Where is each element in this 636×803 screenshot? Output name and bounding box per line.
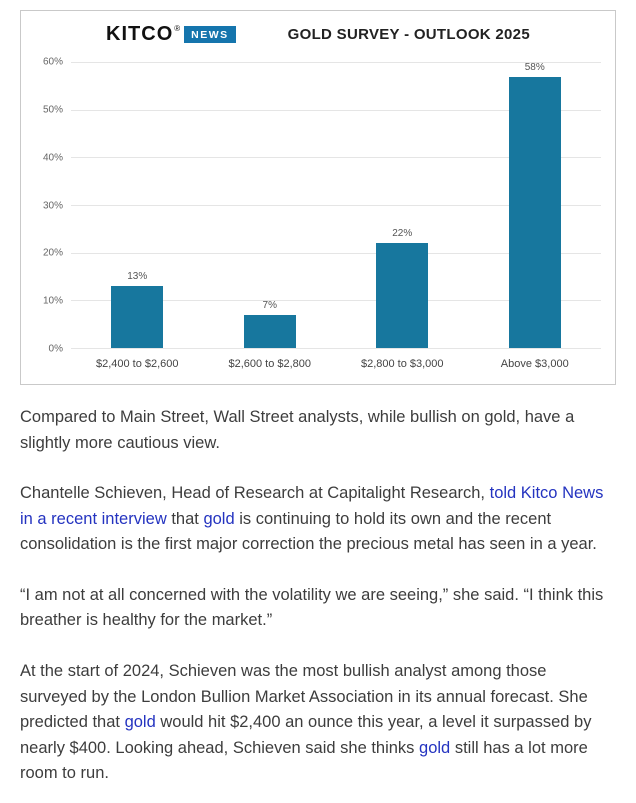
inline-link[interactable]: gold	[419, 738, 451, 757]
inline-link[interactable]: gold	[124, 713, 156, 732]
kitco-news-logo: KITCO ® NEWS	[106, 23, 236, 46]
bar	[243, 314, 296, 348]
gridline	[71, 300, 601, 302]
inline-link[interactable]: gold	[203, 509, 235, 528]
bar-value-label: 58%	[524, 62, 545, 73]
x-axis-label: $2,400 to $2,600	[95, 358, 179, 370]
y-tick-label: 50%	[42, 104, 63, 116]
bar	[376, 243, 429, 348]
gridline	[71, 109, 601, 111]
plot-area: 13% 7% 22% 58%	[71, 62, 601, 349]
bar-column: 22%	[336, 62, 469, 348]
y-tick-label: 0%	[48, 343, 63, 355]
news-badge: NEWS	[184, 26, 236, 43]
chart-title: GOLD SURVEY - OUTLOOK 2025	[287, 26, 530, 43]
y-axis: 60% 50% 40% 30% 20% 10% 0%	[31, 57, 71, 355]
y-tick-label: 60%	[42, 56, 63, 68]
article-body: Compared to Main Street, Wall Street ana…	[20, 405, 616, 787]
kitco-wordmark: KITCO	[106, 23, 174, 45]
registered-mark: ®	[174, 24, 181, 33]
gridline	[71, 62, 601, 63]
x-axis-label: Above $3,000	[500, 358, 569, 370]
article-paragraph: “I am not at all concerned with the vola…	[20, 585, 604, 630]
bar-value-label: 7%	[262, 299, 277, 311]
bar-value-label: 22%	[392, 228, 413, 240]
bar-column: 58%	[469, 62, 602, 348]
inline-link[interactable]: told Kitco News in a recent interview	[20, 484, 604, 528]
bars: 13% 7% 22% 58%	[71, 62, 601, 348]
article-paragraph: Chantelle Schieven, Head of Research at …	[20, 484, 604, 554]
bar-column: 7%	[204, 62, 337, 348]
y-tick-label: 10%	[42, 295, 63, 307]
gridlines	[71, 62, 601, 349]
y-tick-label: 30%	[42, 200, 63, 211]
gridline	[71, 157, 601, 159]
gridline	[71, 205, 601, 206]
x-axis-label: $2,600 to $2,800	[228, 358, 312, 370]
gridline	[71, 348, 601, 349]
gold-survey-chart-card: KITCO ® NEWS GOLD SURVEY - OUTLOOK 2025 6…	[20, 10, 616, 385]
bar-chart: 60% 50% 40% 30% 20% 10% 0% 13% 7% 22% 58% $2,400 …	[31, 57, 605, 370]
article-paragraph: Compared to Main Street, Wall Street ana…	[20, 408, 575, 452]
bar-value-label: 13%	[127, 271, 148, 283]
article-paragraph: At the start of 2024, Schieven was the m…	[20, 661, 592, 783]
bar	[508, 77, 561, 348]
y-tick-label: 20%	[42, 247, 63, 259]
bar-column: 13%	[71, 62, 204, 348]
x-axis-labels: $2,400 to $2,600 $2,600 to $2,800 $2,800 t…	[71, 358, 601, 370]
chart-header: KITCO ® NEWS GOLD SURVEY - OUTLOOK 2025	[31, 23, 605, 46]
bar	[111, 286, 164, 348]
plot-column: 13% 7% 22% 58% $2,400 to $2,600 $2,600 to $2…	[71, 62, 601, 370]
y-tick-label: 40%	[42, 152, 63, 164]
x-axis-label: $2,800 to $3,000	[360, 358, 444, 370]
gridline	[71, 252, 601, 254]
